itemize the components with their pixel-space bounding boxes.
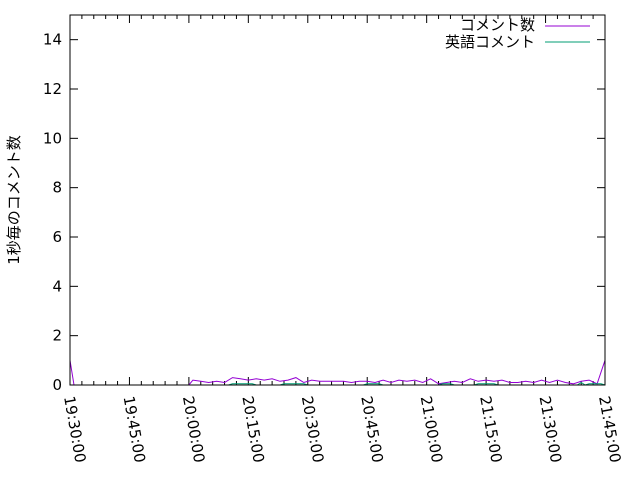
x-tick-label: 21:30:00 xyxy=(536,395,565,464)
x-tick-label: 20:45:00 xyxy=(357,395,386,464)
x-tick-label: 19:30:00 xyxy=(60,395,89,464)
y-axis-label: 1秒毎のコメント数 xyxy=(5,135,23,265)
y-tick-label: 6 xyxy=(52,228,62,246)
y-tick-label: 14 xyxy=(43,31,62,49)
series-line-0 xyxy=(69,360,606,386)
x-tick-label: 19:45:00 xyxy=(120,395,149,464)
x-tick-label: 20:30:00 xyxy=(298,395,327,464)
legend-label-1: 英語コメント xyxy=(445,33,535,51)
x-tick-label: 21:45:00 xyxy=(595,395,624,464)
x-tick-label: 20:15:00 xyxy=(238,395,267,464)
x-tick-label: 21:00:00 xyxy=(417,395,446,464)
y-tick-label: 0 xyxy=(52,376,62,394)
y-tick-label: 10 xyxy=(43,129,62,147)
y-tick-label: 2 xyxy=(52,327,62,345)
plot-frame xyxy=(69,14,606,386)
y-tick-label: 8 xyxy=(52,179,62,197)
legend-label-0: コメント数 xyxy=(460,16,535,34)
y-tick-label: 12 xyxy=(43,80,62,98)
y-tick-label: 4 xyxy=(52,277,62,295)
x-tick-label: 21:15:00 xyxy=(476,395,505,464)
series-lines xyxy=(69,360,606,386)
axes: 0 2 4 6 8 10 12 14 19:30:00 19:45:00 20:00:00 20:15… xyxy=(43,15,624,464)
x-tick-label: 20:00:00 xyxy=(179,395,208,464)
legend: コメント数 英語コメント xyxy=(445,16,590,51)
